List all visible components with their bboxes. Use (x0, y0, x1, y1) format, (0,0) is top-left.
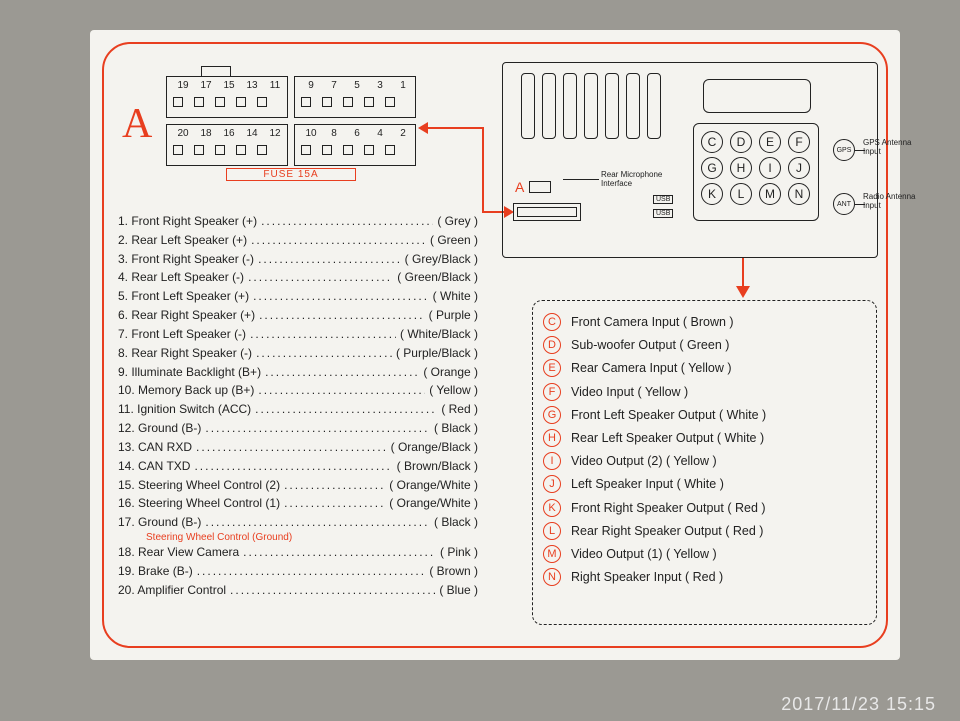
rca-legend-f: FVideo Input ( Yellow ) (543, 383, 866, 401)
wiring-card: A 1917151311 97531 2018161412 108642 FUS… (90, 30, 900, 660)
rca-legend-k: KFront Right Speaker Output ( Red ) (543, 499, 866, 517)
pin-row-12: 12. Ground (B-)( Black ) (118, 419, 478, 438)
rear-mic-label: Rear Microphone Interface (601, 171, 673, 189)
rca-port-n: N (788, 183, 810, 205)
mini-connector (513, 203, 581, 221)
pin-row-10: 10. Memory Back up (B+)( Yellow ) (118, 381, 478, 400)
rca-legend-box: CFront Camera Input ( Brown ) DSub-woofer… (532, 300, 877, 625)
pin-row-15: 15. Steering Wheel Control (2)( Orange/W… (118, 476, 478, 495)
rca-port-j: J (788, 157, 810, 179)
rca-port-g: G (701, 157, 723, 179)
pin-row-18: 18. Rear View Camera( Pink ) (118, 543, 478, 562)
pin-row-9: 9. Illuminate Backlight (B+)( Orange ) (118, 363, 478, 382)
pin-row-8: 8. Rear Right Speaker (-)( Purple/Black … (118, 344, 478, 363)
pin-row-14: 14. CAN TXD( Brown/Black ) (118, 457, 478, 476)
rca-legend-j: JLeft Speaker Input ( White ) (543, 475, 866, 493)
pin-row-16: 16. Steering Wheel Control (1)( Orange/W… (118, 494, 478, 513)
pin-row-3: 3. Front Right Speaker (-)( Grey/Black ) (118, 250, 478, 269)
rca-port-m: M (759, 183, 781, 205)
head-unit-rear: CDEFGHIJKLMN GPS GPS Antenna Input ANT R… (502, 62, 878, 258)
rca-legend-n: NRight Speaker Input ( Red ) (543, 568, 866, 586)
rca-legend-e: ERear Camera Input ( Yellow ) (543, 359, 866, 377)
rca-legend-g: GFront Left Speaker Output ( White ) (543, 406, 866, 424)
rca-legend-c: CFront Camera Input ( Brown ) (543, 313, 866, 331)
pin-row-13: 13. CAN RXD( Orange/Black ) (118, 438, 478, 457)
rca-port-k: K (701, 183, 723, 205)
rca-port-e: E (759, 131, 781, 153)
connector-a-label: A (122, 100, 152, 148)
pin-row-20: 20. Amplifier Control( Blue ) (118, 581, 478, 600)
pin-row-17: 17. Ground (B-)( Black ) (118, 513, 478, 532)
rca-port-i: I (759, 157, 781, 179)
connector-a-diagram: 1917151311 97531 2018161412 108642 FUSE … (166, 66, 418, 186)
rca-port-c: C (701, 131, 723, 153)
fuse-label: FUSE 15A (226, 168, 356, 181)
rca-port-l: L (730, 183, 752, 205)
rca-legend-i: IVideo Output (2) ( Yellow ) (543, 452, 866, 470)
pin-row-7: 7. Front Left Speaker (-)( White/Black ) (118, 325, 478, 344)
radio-antenna-port: ANT (833, 193, 855, 215)
pin-row-6: 6. Rear Right Speaker (+)( Purple ) (118, 306, 478, 325)
pin-row-5: 5. Front Left Speaker (+)( White ) (118, 287, 478, 306)
rca-port-d: D (730, 131, 752, 153)
gps-antenna-label: GPS Antenna Input (863, 139, 923, 157)
pin-row-11: 11. Ignition Switch (ACC)( Red ) (118, 400, 478, 419)
rca-legend-m: MVideo Output (1) ( Yellow ) (543, 545, 866, 563)
photo-timestamp: 2017/11/23 15:15 (781, 694, 936, 715)
small-a-label: A (515, 179, 524, 195)
gps-antenna-port: GPS (833, 139, 855, 161)
usb-port-2: USB (653, 209, 673, 218)
pin-row-2: 2. Rear Left Speaker (+)( Green ) (118, 231, 478, 250)
rca-legend-d: DSub-woofer Output ( Green ) (543, 336, 866, 354)
rca-port-h: H (730, 157, 752, 179)
pin-legend: 1. Front Right Speaker (+)( Grey )2. Rea… (118, 212, 478, 600)
pin-row-4: 4. Rear Left Speaker (-)( Green/Black ) (118, 268, 478, 287)
rca-port-f: F (788, 131, 810, 153)
swc-ground-note: Steering Wheel Control (Ground) (146, 532, 478, 543)
radio-antenna-label: Radio Antenna Input (863, 193, 923, 211)
pin-row-1: 1. Front Right Speaker (+)( Grey ) (118, 212, 478, 231)
usb-port-1: USB (653, 195, 673, 204)
rca-labels: CDEF GHIJ KLMN (701, 131, 813, 205)
rca-legend-l: LRear Right Speaker Output ( Red ) (543, 522, 866, 540)
pin-row-19: 19. Brake (B-)( Brown ) (118, 562, 478, 581)
rca-legend-h: HRear Left Speaker Output ( White ) (543, 429, 866, 447)
